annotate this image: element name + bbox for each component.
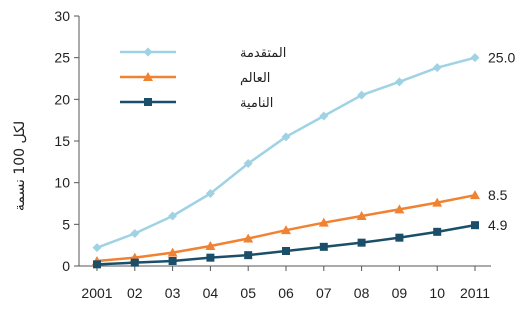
legend-item: النامية — [120, 96, 273, 111]
data-point — [357, 238, 366, 247]
x-tick-label: 02 — [127, 285, 143, 301]
series-1: 25.0 — [92, 50, 515, 253]
data-point — [92, 243, 102, 253]
series-3: 4.9 — [93, 217, 508, 269]
x-tick-label: 08 — [354, 285, 370, 301]
data-point — [470, 190, 480, 200]
data-point — [470, 53, 480, 63]
x-tick-label: 2011 — [460, 285, 490, 301]
legend-label: العالم — [240, 71, 270, 86]
data-point — [130, 258, 139, 267]
data-point — [168, 257, 177, 265]
legend-marker — [143, 47, 153, 57]
legend-item: العالم — [120, 71, 270, 86]
end-value-label: 4.9 — [488, 217, 508, 233]
data-point — [432, 197, 443, 207]
x-tick-label: 03 — [165, 285, 181, 301]
data-point — [281, 225, 291, 235]
y-tick-label: 15 — [54, 133, 70, 149]
legend-label: المتقدمة — [240, 46, 286, 61]
x-tick-label: 09 — [392, 285, 408, 301]
data-point — [282, 247, 290, 255]
data-point — [168, 211, 178, 221]
legend-label: النامية — [240, 96, 273, 111]
end-value-label: 25.0 — [488, 50, 515, 66]
legend-item: المتقدمة — [120, 46, 286, 61]
series-2: 8.5 — [92, 187, 508, 265]
data-point — [319, 111, 329, 121]
y-tick-label: 25 — [54, 50, 70, 66]
legend-marker — [144, 98, 152, 106]
y-axis-label: لكل 100 نسمة — [12, 121, 28, 211]
data-point — [471, 221, 479, 230]
data-point — [433, 227, 442, 236]
legend: المتقدمة العالم النامية — [120, 46, 286, 111]
y-tick-label: 0 — [62, 258, 70, 274]
series-layer: 25.0 8.5 4.9 — [92, 50, 515, 269]
data-point — [281, 132, 291, 142]
y-tick-label: 30 — [54, 8, 70, 24]
data-point — [319, 242, 328, 251]
data-point — [357, 90, 367, 100]
data-point — [243, 233, 254, 243]
y-tick-label: 10 — [54, 175, 70, 191]
data-point — [205, 189, 215, 198]
y-tick-label: 5 — [62, 216, 70, 232]
y-ticks: 0 5 10 15 20 25 30 — [54, 8, 79, 274]
series-line — [96, 56, 476, 249]
data-point — [395, 233, 404, 242]
x-tick-label: 05 — [240, 285, 256, 301]
data-point — [394, 77, 404, 87]
data-point — [206, 253, 215, 262]
x-ticks: 2001 02 03 04 05 06 07 08 09 10 2011 — [81, 266, 490, 301]
data-point — [394, 204, 405, 214]
x-tick-label: 04 — [203, 285, 219, 301]
data-point — [244, 251, 253, 260]
data-point — [243, 159, 253, 168]
data-point — [356, 211, 367, 220]
x-tick-label: 2001 — [81, 285, 112, 301]
x-tick-label: 10 — [429, 285, 445, 301]
x-tick-label: 07 — [316, 285, 332, 301]
data-point — [130, 229, 140, 238]
end-value-label: 8.5 — [488, 187, 508, 203]
legend-marker — [143, 72, 153, 81]
data-point — [432, 63, 442, 73]
data-point — [93, 260, 101, 269]
data-point — [318, 217, 329, 227]
y-tick-label: 20 — [54, 91, 70, 107]
x-tick-label: 06 — [278, 285, 294, 301]
data-point — [205, 241, 216, 250]
data-point — [167, 247, 178, 257]
